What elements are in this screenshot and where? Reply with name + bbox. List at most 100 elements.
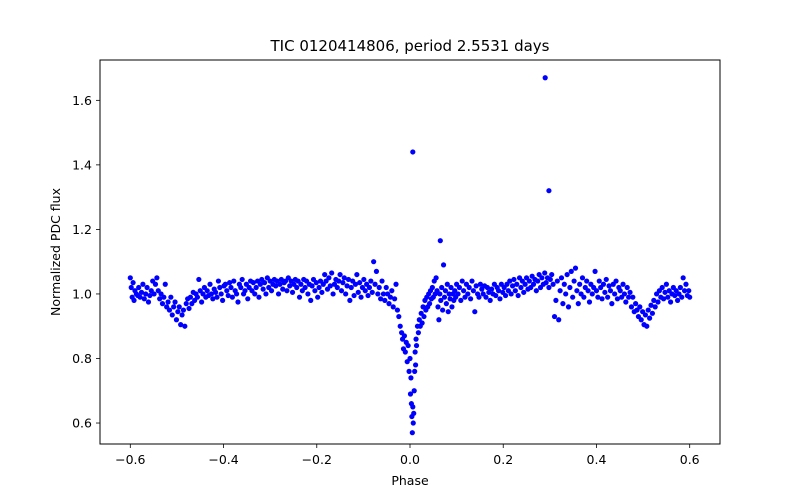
data-point [213, 289, 219, 295]
data-point [436, 317, 442, 323]
data-point [484, 284, 490, 291]
data-point [366, 284, 373, 291]
data-point [448, 284, 454, 291]
data-point [312, 288, 318, 294]
data-point [543, 280, 549, 286]
data-point [469, 278, 475, 284]
data-point [679, 294, 685, 300]
data-point [638, 317, 644, 323]
data-point [380, 291, 387, 297]
data-point [680, 275, 686, 281]
data-point [483, 294, 489, 300]
data-point [444, 281, 450, 287]
y-axis-ticks: 0.6 0.8 1.0 1.2 1.4 1.6 [72, 93, 100, 431]
data-point [406, 368, 412, 374]
data-point [572, 265, 579, 271]
data-point [298, 281, 304, 287]
data-point [440, 262, 447, 268]
data-point [171, 304, 177, 310]
data-point [296, 294, 303, 300]
data-point [214, 294, 220, 300]
data-point [130, 280, 136, 286]
data-point [455, 291, 461, 297]
data-point [466, 284, 472, 291]
data-point [558, 275, 565, 281]
data-point [187, 294, 194, 300]
data-point [387, 294, 394, 300]
data-point [577, 281, 583, 287]
data-point [319, 289, 325, 295]
data-point [386, 301, 392, 307]
x-tick-label: −0.4 [208, 452, 238, 467]
data-point [607, 288, 614, 294]
data-point [511, 276, 517, 283]
data-point [620, 281, 626, 287]
data-point [341, 275, 347, 281]
data-point [497, 296, 503, 302]
data-point [593, 288, 600, 294]
data-point [390, 304, 396, 310]
data-point [168, 294, 174, 300]
data-point [642, 312, 649, 318]
data-point [623, 299, 629, 305]
data-point [294, 284, 300, 291]
data-point [410, 404, 416, 410]
data-point [199, 299, 205, 305]
data-point [138, 289, 145, 295]
data-point [365, 292, 371, 299]
data-point [407, 391, 414, 397]
data-point [233, 291, 240, 297]
data-point [581, 294, 587, 300]
data-point [413, 342, 420, 349]
data-point [173, 317, 180, 323]
data-point [305, 291, 311, 297]
data-point [518, 284, 524, 291]
data-point [585, 288, 591, 294]
data-point [575, 301, 581, 307]
data-point [533, 288, 539, 294]
data-point [225, 292, 231, 299]
data-point [220, 297, 226, 303]
x-tick-label: −0.6 [115, 452, 145, 467]
data-point [592, 268, 598, 274]
data-point [438, 297, 444, 303]
data-point [459, 278, 465, 284]
data-point [183, 301, 189, 307]
data-point [348, 284, 354, 291]
data-point [530, 281, 537, 287]
data-point [186, 305, 192, 312]
data-point [563, 291, 569, 297]
data-point [613, 278, 619, 284]
data-point [409, 430, 415, 436]
data-point [553, 297, 559, 303]
data-point [165, 299, 171, 305]
data-point [235, 299, 241, 305]
data-point [595, 294, 601, 300]
data-point [584, 278, 590, 284]
data-point [273, 283, 279, 289]
data-point [412, 349, 418, 355]
data-point [344, 283, 350, 289]
data-point [379, 278, 385, 284]
data-point [144, 284, 150, 291]
x-axis-label: Phase [391, 473, 429, 488]
x-tick-label: −0.2 [302, 452, 332, 467]
data-point [571, 278, 577, 284]
data-point [687, 294, 693, 300]
data-point [433, 275, 439, 281]
data-point [627, 289, 633, 295]
data-point [539, 275, 545, 281]
data-point [686, 288, 692, 294]
data-point [446, 291, 452, 297]
y-tick-label: 1.2 [72, 222, 92, 237]
data-point [343, 291, 349, 297]
data-point [556, 317, 562, 323]
data-point [361, 276, 367, 283]
data-point [393, 281, 399, 287]
data-point [410, 149, 416, 155]
data-point [257, 281, 263, 287]
data-point [354, 271, 360, 278]
data-point [140, 281, 146, 287]
data-point [564, 271, 570, 278]
